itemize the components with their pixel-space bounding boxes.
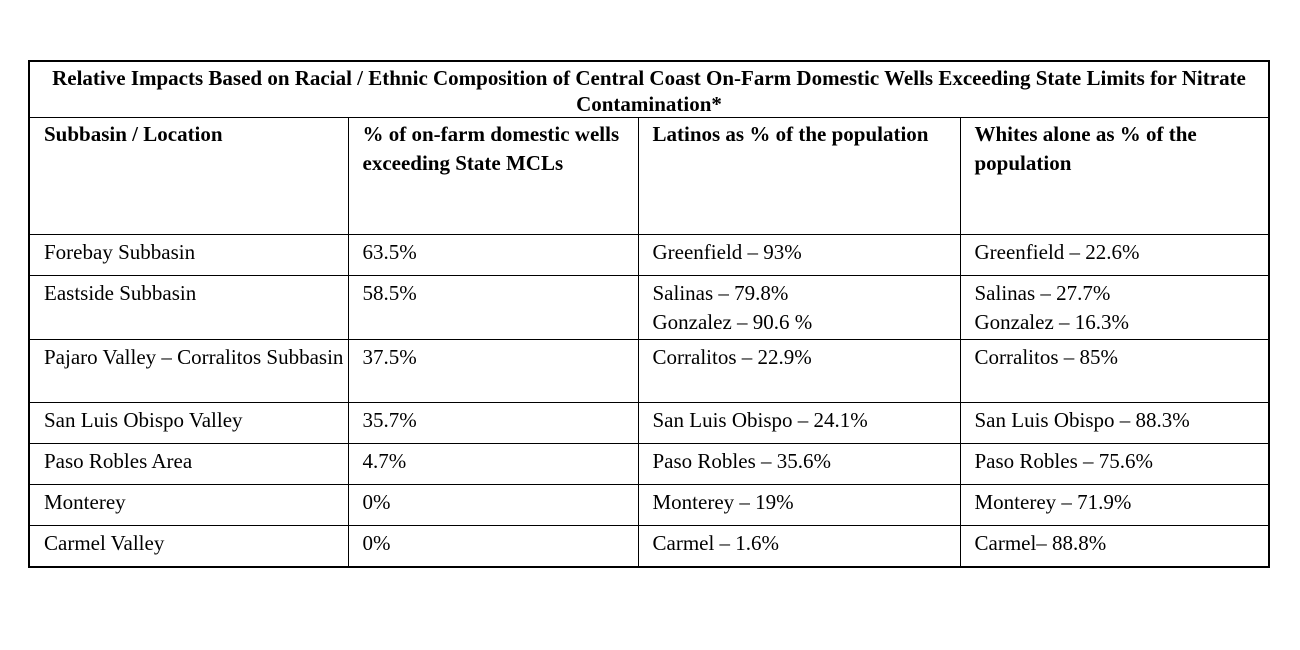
cell-latinos-line: Greenfield – 93%: [652, 240, 802, 264]
table-row: Monterey 0% Monterey – 19% Monterey – 71…: [30, 484, 1268, 526]
cell-pct-wells: 35.7%: [347, 402, 639, 444]
cell-location: Eastside Subbasin: [30, 275, 349, 340]
table-title: Relative Impacts Based on Racial / Ethni…: [30, 62, 1268, 118]
nitrate-impacts-table-container: Relative Impacts Based on Racial / Ethni…: [28, 60, 1270, 568]
table-row: Paso Robles Area 4.7% Paso Robles – 35.6…: [30, 443, 1268, 485]
cell-latinos: Monterey – 19%: [637, 484, 961, 526]
cell-latinos-line: Paso Robles – 35.6%: [652, 449, 832, 473]
cell-whites-line: San Luis Obispo – 88.3%: [974, 408, 1190, 432]
cell-pct-wells: 58.5%: [347, 275, 639, 340]
cell-whites-line: Carmel– 88.8%: [974, 531, 1107, 555]
cell-latinos-line: Corralitos – 22.9%: [652, 345, 812, 369]
cell-whites-line: Salinas – 27.7%: [974, 281, 1111, 305]
cell-latinos: Carmel – 1.6%: [637, 525, 961, 566]
header-whites-pct: Whites alone as % of the population: [959, 117, 1268, 235]
cell-location: Carmel Valley: [30, 525, 349, 566]
cell-latinos-line: Carmel – 1.6%: [652, 531, 780, 555]
table-row: San Luis Obispo Valley 35.7% San Luis Ob…: [30, 402, 1268, 444]
cell-latinos-line: Gonzalez – 90.6 %: [652, 310, 813, 334]
table-row: Forebay Subbasin 63.5% Greenfield – 93% …: [30, 234, 1268, 276]
cell-latinos-line: Monterey – 19%: [652, 490, 794, 514]
cell-pct-wells: 4.7%: [347, 443, 639, 485]
cell-location: San Luis Obispo Valley: [30, 402, 349, 444]
table-row: Pajaro Valley – Corralitos Subbasin 37.5…: [30, 339, 1268, 403]
header-latinos-pct: Latinos as % of the population: [637, 117, 961, 235]
header-subbasin-location: Subbasin / Location: [30, 117, 349, 235]
cell-latinos: San Luis Obispo – 24.1%: [637, 402, 961, 444]
cell-pct-wells: 0%: [347, 484, 639, 526]
cell-whites: Monterey – 71.9%: [959, 484, 1268, 526]
cell-location: Monterey: [30, 484, 349, 526]
cell-whites-line: Greenfield – 22.6%: [974, 240, 1140, 264]
table-header-row: Subbasin / Location % of on-farm domesti…: [30, 117, 1268, 235]
table-title-row: Relative Impacts Based on Racial / Ethni…: [30, 62, 1268, 118]
cell-whites-line: Paso Robles – 75.6%: [974, 449, 1154, 473]
cell-pct-wells: 63.5%: [347, 234, 639, 276]
cell-whites: San Luis Obispo – 88.3%: [959, 402, 1268, 444]
cell-whites-line: Gonzalez – 16.3%: [974, 310, 1130, 334]
cell-latinos-line: Salinas – 79.8%: [652, 281, 789, 305]
cell-whites: Corralitos – 85%: [959, 339, 1268, 403]
cell-location: Pajaro Valley – Corralitos Subbasin: [30, 339, 349, 403]
cell-pct-wells: 0%: [347, 525, 639, 566]
cell-whites: Salinas – 27.7% Gonzalez – 16.3%: [959, 275, 1268, 340]
cell-location: Paso Robles Area: [30, 443, 349, 485]
table-row: Carmel Valley 0% Carmel – 1.6% Carmel– 8…: [30, 525, 1268, 566]
nitrate-impacts-table: Relative Impacts Based on Racial / Ethni…: [30, 62, 1268, 566]
cell-whites: Carmel– 88.8%: [959, 525, 1268, 566]
cell-latinos: Greenfield – 93%: [637, 234, 961, 276]
table-row: Eastside Subbasin 58.5% Salinas – 79.8% …: [30, 275, 1268, 340]
cell-latinos: Salinas – 79.8% Gonzalez – 90.6 %: [637, 275, 961, 340]
cell-whites-line: Monterey – 71.9%: [974, 490, 1132, 514]
cell-latinos: Corralitos – 22.9%: [637, 339, 961, 403]
cell-pct-wells: 37.5%: [347, 339, 639, 403]
header-pct-wells-exceeding: % of on-farm domestic wells exceeding St…: [347, 117, 639, 235]
cell-latinos-line: San Luis Obispo – 24.1%: [652, 408, 868, 432]
cell-location: Forebay Subbasin: [30, 234, 349, 276]
cell-whites: Paso Robles – 75.6%: [959, 443, 1268, 485]
cell-whites: Greenfield – 22.6%: [959, 234, 1268, 276]
cell-latinos: Paso Robles – 35.6%: [637, 443, 961, 485]
cell-whites-line: Corralitos – 85%: [974, 345, 1118, 369]
